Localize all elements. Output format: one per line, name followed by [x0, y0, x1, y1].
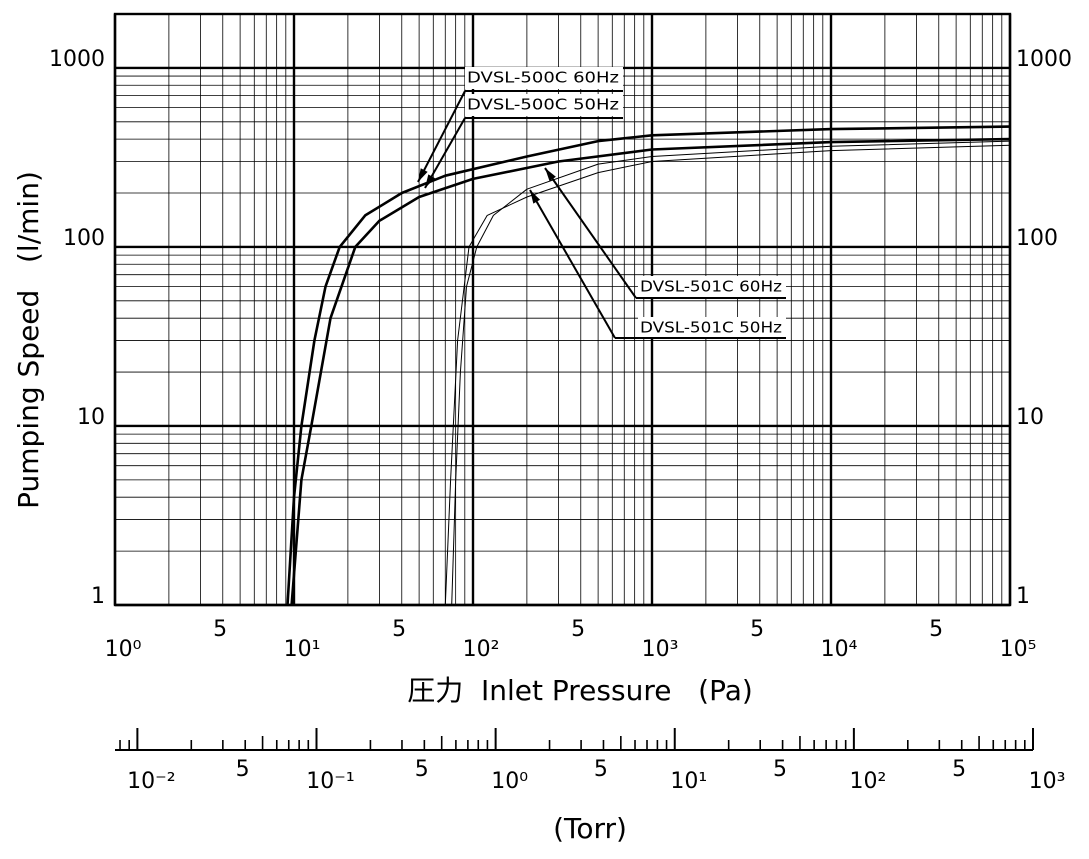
x2-tick-label: 10⁻¹: [306, 769, 354, 794]
y-axis-label: Pumping Speed (l/min): [12, 171, 45, 509]
annotation-leader: [544, 167, 637, 299]
series-line: [451, 140, 1011, 606]
annotation-bg: [638, 276, 786, 298]
legend-label: DVSL-501C 50Hz: [640, 319, 782, 337]
x-tick-label: 10⁰: [105, 637, 142, 662]
y-tick-label: 100: [63, 226, 105, 251]
x2-tick-label: 5: [952, 757, 966, 782]
legend-label: DVSL-500C 60Hz: [467, 69, 619, 87]
y-tick-label-right: 100: [1016, 226, 1058, 251]
x2-tick-label: 10²: [849, 769, 886, 794]
x-axis-label: 圧力 Inlet Pressure (Pa): [407, 674, 753, 707]
series-line: [286, 125, 1011, 606]
y-tick-label: 10: [77, 405, 105, 430]
annotation-leader: [529, 189, 616, 339]
legend-label: DVSL-500C 50Hz: [467, 96, 619, 114]
x-tick-label: 5: [392, 617, 406, 642]
x2-tick-label: 5: [415, 757, 429, 782]
x-tick-label: 10¹: [284, 637, 321, 662]
x2-tick-label: 5: [773, 757, 787, 782]
annotation-leader: [417, 90, 466, 183]
x2-tick-label: 5: [236, 757, 250, 782]
y-tick-label: 1000: [49, 47, 105, 72]
y-tick-label-right: 10: [1016, 405, 1044, 430]
annotation-arrowhead: [418, 168, 428, 182]
x2-tick-label: 5: [594, 757, 608, 782]
x2-axis-label: (Torr): [553, 812, 627, 845]
plot-frame: [113, 12, 1012, 607]
series-line: [444, 144, 1011, 606]
annotation-bg: [465, 67, 623, 89]
x-tick-label: 10³: [642, 637, 679, 662]
x-tick-label: 5: [571, 617, 585, 642]
legend-label: DVSL-501C 60Hz: [640, 278, 782, 296]
y-tick-label: 1: [91, 584, 105, 609]
x2-tick-label: 10⁻²: [127, 769, 175, 794]
annotation-arrowhead: [530, 190, 541, 204]
x2-tick-label: 10³: [1029, 769, 1066, 794]
annotation-bg: [465, 94, 623, 116]
x-tick-label: 5: [929, 617, 943, 642]
x2-tick-label: 10¹: [670, 769, 707, 794]
x2-tick-label: 10⁰: [491, 769, 528, 794]
y-tick-label-right: 1000: [1016, 47, 1072, 72]
x-tick-label: 10⁴: [821, 637, 858, 662]
x-tick-label: 5: [750, 617, 764, 642]
x-tick-label: 10⁵: [1000, 637, 1037, 662]
x-tick-label: 10²: [463, 637, 500, 662]
y-tick-label-right: 1: [1016, 584, 1030, 609]
x-tick-label: 5: [213, 617, 227, 642]
annotation-bg: [638, 317, 786, 339]
series-line: [290, 137, 1011, 606]
annotation-arrowhead: [545, 168, 556, 182]
annotation-arrowhead: [425, 174, 436, 188]
